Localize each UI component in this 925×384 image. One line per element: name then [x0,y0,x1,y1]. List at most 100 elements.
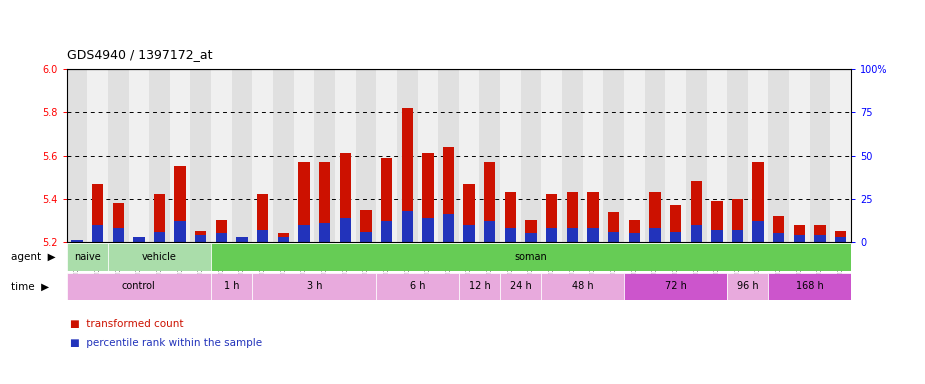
Bar [624,69,645,242]
Bar [319,223,330,242]
Bar [237,237,248,242]
Bar [335,69,355,242]
Bar [129,69,149,242]
Text: 48 h: 48 h [572,281,594,291]
Bar [422,218,434,242]
Bar [629,233,640,242]
Bar [211,243,851,271]
Text: control: control [122,281,155,291]
Bar [443,147,454,242]
Text: 168 h: 168 h [796,281,823,291]
Bar [211,273,253,300]
Bar [87,69,108,242]
Bar [339,153,351,242]
Bar [665,69,685,242]
Bar [401,108,413,242]
Text: vehicle: vehicle [142,252,177,262]
Bar [747,69,769,242]
Bar [216,220,228,242]
Bar [690,182,702,242]
Bar [253,273,376,300]
Bar [500,69,521,242]
Bar [670,205,681,242]
Bar [381,221,392,242]
Bar [608,212,620,242]
Bar [360,210,372,242]
Bar [397,69,417,242]
Bar [319,162,330,242]
Bar [484,221,496,242]
Bar [175,166,186,242]
Bar [608,232,620,242]
Bar [376,273,459,300]
Bar [339,218,351,242]
Bar [257,194,268,242]
Bar [587,228,598,242]
Text: soman: soman [514,252,548,262]
Bar [567,192,578,242]
Bar [479,69,500,242]
Bar [195,231,206,242]
Bar [670,232,681,242]
Bar [314,69,335,242]
Bar [505,192,516,242]
Bar [71,240,82,242]
Bar [567,228,578,242]
Bar [769,273,851,300]
Bar [237,238,248,242]
Bar [732,199,743,242]
Bar [149,69,170,242]
Text: ■  transformed count: ■ transformed count [70,319,184,329]
Bar [831,69,851,242]
Bar [170,69,191,242]
Bar [814,225,826,242]
Text: 1 h: 1 h [224,281,240,291]
Bar [298,225,310,242]
Bar [191,69,211,242]
Bar [298,162,310,242]
Bar [562,69,583,242]
Bar [293,69,315,242]
Bar [525,233,536,242]
Bar [505,228,516,242]
Bar [789,69,809,242]
Bar [500,273,541,300]
Bar [154,232,166,242]
Bar [211,69,232,242]
Bar [360,232,372,242]
Bar [835,237,846,242]
Bar [133,237,144,242]
Bar [546,228,558,242]
Bar [541,69,562,242]
Bar [752,221,764,242]
Bar [133,240,144,242]
Text: GDS4940 / 1397172_at: GDS4940 / 1397172_at [67,48,212,61]
Bar [113,228,124,242]
Bar [154,194,166,242]
Bar [438,69,459,242]
Bar [257,230,268,242]
Bar [459,69,479,242]
Text: 3 h: 3 h [306,281,322,291]
Bar [484,162,496,242]
Bar [603,69,624,242]
Bar [711,201,722,242]
Bar [422,153,434,242]
Bar [417,69,438,242]
Bar [690,225,702,242]
Bar [232,69,253,242]
Bar [463,225,475,242]
Bar [67,243,108,271]
Bar [727,273,769,300]
Bar [525,220,536,242]
Bar [521,69,541,242]
Bar [732,230,743,242]
Bar [92,225,104,242]
Bar [645,69,665,242]
Bar [707,69,727,242]
Bar [273,69,293,242]
Bar [401,211,413,242]
Bar [629,220,640,242]
Bar [381,158,392,242]
Text: 24 h: 24 h [510,281,532,291]
